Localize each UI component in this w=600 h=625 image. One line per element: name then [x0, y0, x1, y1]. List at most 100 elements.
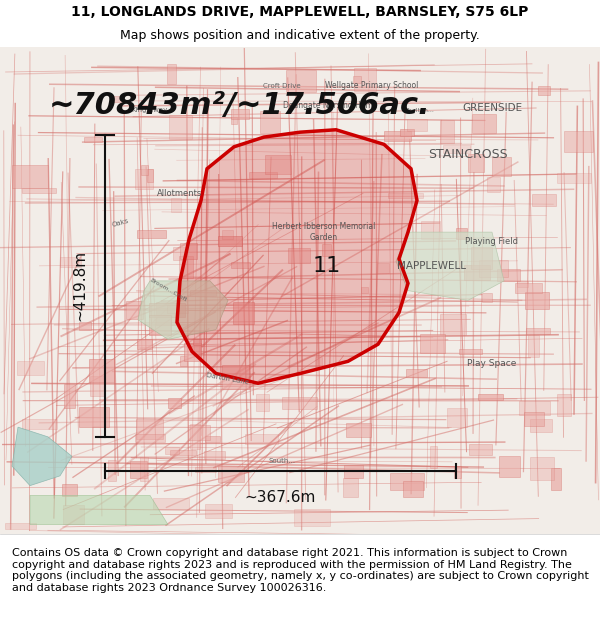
Bar — [137, 339, 152, 349]
Text: STAINCROSS: STAINCROSS — [428, 148, 508, 161]
Bar — [400, 129, 415, 136]
Bar — [184, 343, 202, 361]
Bar — [113, 96, 121, 102]
Bar — [89, 359, 113, 382]
Bar — [218, 236, 242, 246]
Bar — [479, 260, 508, 277]
Bar — [147, 169, 153, 182]
Bar — [222, 231, 233, 239]
Bar — [156, 302, 179, 325]
Text: Herbert Ibberson Memorial
Garden: Herbert Ibberson Memorial Garden — [272, 222, 376, 242]
Bar — [231, 262, 250, 268]
Bar — [265, 155, 291, 174]
Bar — [195, 467, 216, 472]
Bar — [482, 293, 491, 302]
Bar — [22, 188, 56, 194]
Text: Play Space: Play Space — [467, 359, 517, 368]
Bar — [524, 412, 544, 426]
Bar — [63, 505, 85, 524]
Bar — [167, 64, 176, 84]
Bar — [343, 478, 358, 498]
Text: Contains OS data © Crown copyright and database right 2021. This information is : Contains OS data © Crown copyright and d… — [12, 548, 589, 592]
Bar — [136, 419, 163, 439]
Bar — [260, 111, 280, 133]
Bar — [204, 451, 225, 459]
Bar — [551, 469, 560, 490]
Bar — [448, 408, 467, 428]
Bar — [493, 157, 511, 176]
Bar — [361, 287, 368, 292]
Bar — [190, 424, 200, 449]
Bar — [233, 302, 254, 324]
Bar — [407, 119, 427, 131]
Bar — [454, 466, 461, 478]
Bar — [205, 436, 220, 442]
Bar — [472, 114, 496, 133]
Bar — [557, 173, 590, 182]
Bar — [421, 221, 440, 239]
Bar — [384, 131, 411, 141]
Bar — [153, 498, 188, 509]
Bar — [294, 509, 330, 526]
Bar — [245, 434, 278, 444]
Bar — [403, 481, 422, 497]
Bar — [171, 198, 181, 212]
Bar — [218, 466, 244, 482]
Bar — [440, 314, 466, 335]
Bar — [287, 248, 310, 263]
Text: Darton Lane: Darton Lane — [206, 372, 250, 385]
Bar — [406, 369, 427, 377]
Bar — [388, 192, 423, 198]
Bar — [60, 257, 81, 267]
Text: Shelton...: Shelton... — [405, 107, 435, 112]
Bar — [169, 398, 181, 408]
Bar — [249, 172, 277, 178]
Bar — [443, 145, 470, 152]
Bar — [469, 444, 492, 455]
Polygon shape — [12, 427, 72, 486]
Bar — [190, 291, 216, 296]
Bar — [377, 263, 389, 272]
Bar — [141, 165, 148, 176]
Bar — [525, 292, 549, 309]
Text: ~70843m²/~17.506ac.: ~70843m²/~17.506ac. — [49, 91, 431, 120]
Bar — [165, 448, 179, 454]
Bar — [173, 247, 187, 260]
Bar — [499, 456, 520, 476]
Bar — [193, 339, 201, 345]
Bar — [231, 117, 237, 124]
Bar — [135, 169, 153, 189]
Bar — [188, 425, 209, 440]
Bar — [538, 86, 550, 96]
Polygon shape — [30, 496, 168, 524]
Bar — [221, 364, 248, 389]
Text: King...way: King...way — [132, 107, 168, 113]
Bar — [354, 68, 376, 91]
Text: ~367.6m: ~367.6m — [245, 491, 316, 506]
Bar — [530, 419, 552, 432]
Text: Playing Field: Playing Field — [466, 238, 518, 246]
Bar — [391, 473, 424, 490]
Polygon shape — [396, 232, 504, 301]
Bar — [170, 449, 196, 456]
Bar — [322, 244, 331, 256]
Bar — [565, 131, 593, 152]
Bar — [517, 281, 528, 287]
Bar — [169, 115, 191, 139]
Bar — [528, 335, 539, 357]
Bar — [497, 269, 520, 281]
Bar — [91, 376, 104, 396]
Bar — [64, 384, 75, 408]
Text: Map shows position and indicative extent of the property.: Map shows position and indicative extent… — [120, 29, 480, 42]
Text: GREENSIDE: GREENSIDE — [462, 102, 522, 112]
Bar — [205, 504, 232, 518]
Bar — [420, 334, 445, 353]
Bar — [440, 120, 454, 143]
Bar — [532, 194, 556, 206]
Bar — [125, 301, 143, 319]
Bar — [62, 484, 77, 496]
Bar — [180, 243, 197, 259]
Text: Deangate Nursing Home: Deangate Nursing Home — [283, 101, 377, 110]
Bar — [231, 109, 249, 119]
Bar — [457, 229, 467, 239]
